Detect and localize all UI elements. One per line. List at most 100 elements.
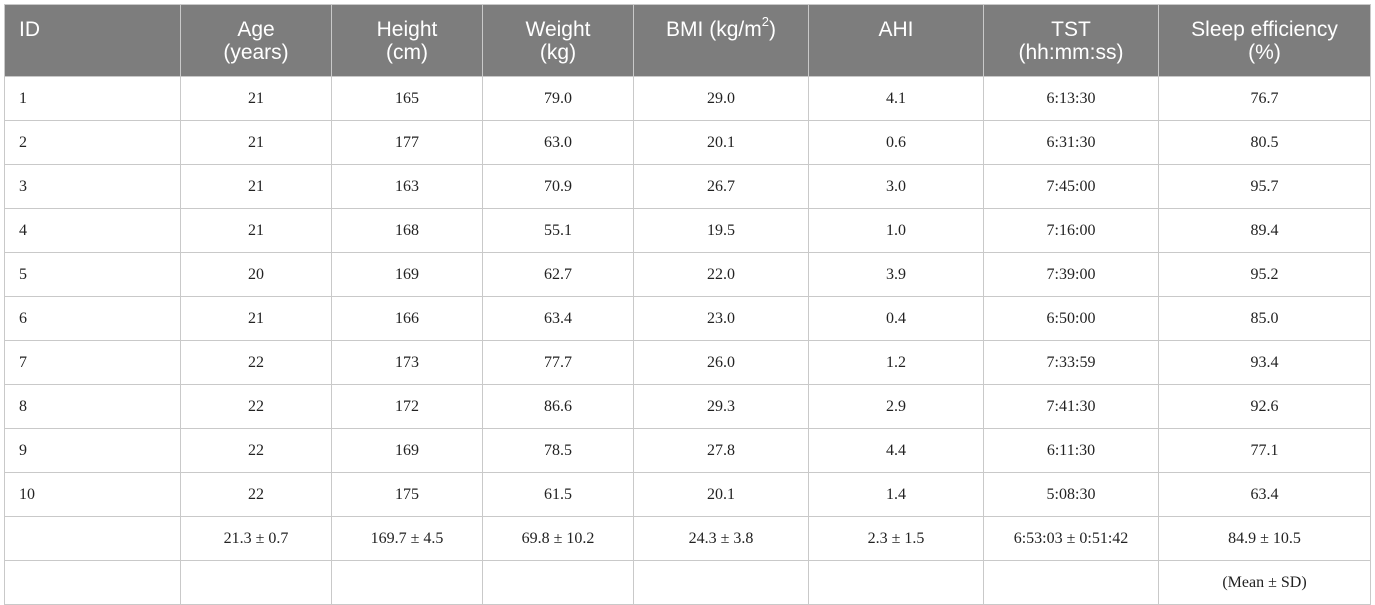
cell-ahi: 3.0: [808, 164, 984, 209]
cell-sleep-efficiency: (Mean ± SD): [1158, 560, 1371, 605]
header-sleep-efficiency: Sleep efficiency (%): [1158, 4, 1371, 77]
cell-id: 5: [4, 252, 181, 297]
header-bmi-close: ): [768, 18, 776, 41]
header-weight-unit: (kg): [539, 41, 577, 64]
table-row: 6 21 166 63.4 23.0 0.4 6:50:00 85.0: [4, 296, 1371, 341]
data-table: ID Age (years) Height (cm) Weight (kg) B…: [4, 4, 1371, 605]
header-height: Height (cm): [331, 4, 483, 77]
cell-weight: 79.0: [482, 76, 634, 121]
cell-height: 168: [331, 208, 483, 253]
cell-weight: 55.1: [482, 208, 634, 253]
cell-tst: 5:08:30: [983, 472, 1159, 517]
header-bmi: BMI (kg/m2): [633, 4, 809, 77]
cell-bmi: 22.0: [633, 252, 809, 297]
cell-tst: 6:11:30: [983, 428, 1159, 473]
cell-sleep-efficiency: 76.7: [1158, 76, 1371, 121]
cell-height: 166: [331, 296, 483, 341]
cell-bmi: [633, 560, 809, 605]
header-ahi: AHI: [808, 4, 984, 77]
cell-sleep-efficiency: 95.2: [1158, 252, 1371, 297]
cell-ahi: 0.6: [808, 120, 984, 165]
cell-tst: 6:31:30: [983, 120, 1159, 165]
table-row: 7 22 173 77.7 26.0 1.2 7:33:59 93.4: [4, 340, 1371, 385]
cell-bmi: 29.3: [633, 384, 809, 429]
cell-age: 21.3 ± 0.7: [180, 516, 332, 561]
cell-age: 22: [180, 428, 332, 473]
cell-bmi: 29.0: [633, 76, 809, 121]
table-body: 1 21 165 79.0 29.0 4.1 6:13:30 76.7 2 21 177 63.0 20…: [4, 76, 1371, 605]
table-row: 10 22 175 61.5 20.1 1.4 5:08:30 63.4: [4, 472, 1371, 517]
cell-height: 173: [331, 340, 483, 385]
cell-id: 4: [4, 208, 181, 253]
cell-bmi: 23.0: [633, 296, 809, 341]
cell-id: 7: [4, 340, 181, 385]
table-row: 1 21 165 79.0 29.0 4.1 6:13:30 76.7: [4, 76, 1371, 121]
table-row: 4 21 168 55.1 19.5 1.0 7:16:00 89.4: [4, 208, 1371, 253]
cell-tst: 7:45:00: [983, 164, 1159, 209]
cell-ahi: 0.4: [808, 296, 984, 341]
header-sleep-efficiency-unit: (%): [1248, 41, 1281, 64]
cell-height: [331, 560, 483, 605]
cell-age: 21: [180, 120, 332, 165]
cell-ahi: 3.9: [808, 252, 984, 297]
cell-sleep-efficiency: 92.6: [1158, 384, 1371, 429]
cell-sleep-efficiency: 80.5: [1158, 120, 1371, 165]
table-row: 2 21 177 63.0 20.1 0.6 6:31:30 80.5: [4, 120, 1371, 165]
cell-tst: 7:33:59: [983, 340, 1159, 385]
table-row: 3 21 163 70.9 26.7 3.0 7:45:00 95.7: [4, 164, 1371, 209]
cell-ahi: 4.1: [808, 76, 984, 121]
cell-tst: 7:41:30: [983, 384, 1159, 429]
cell-bmi: 20.1: [633, 120, 809, 165]
cell-weight: 86.6: [482, 384, 634, 429]
cell-tst: 6:13:30: [983, 76, 1159, 121]
cell-id: 9: [4, 428, 181, 473]
cell-age: [180, 560, 332, 605]
header-row: ID Age (years) Height (cm) Weight (kg) B…: [4, 4, 1371, 77]
table-row: 5 20 169 62.7 22.0 3.9 7:39:00 95.2: [4, 252, 1371, 297]
cell-weight: 78.5: [482, 428, 634, 473]
cell-id: 8: [4, 384, 181, 429]
header-age-unit: (years): [223, 41, 289, 64]
cell-tst: 7:39:00: [983, 252, 1159, 297]
cell-id: 2: [4, 120, 181, 165]
cell-id: 10: [4, 472, 181, 517]
header-id-label: ID: [19, 18, 40, 41]
cell-height: 169: [331, 428, 483, 473]
cell-age: 21: [180, 208, 332, 253]
cell-bmi: 27.8: [633, 428, 809, 473]
cell-height: 163: [331, 164, 483, 209]
cell-age: 20: [180, 252, 332, 297]
header-age: Age (years): [180, 4, 332, 77]
header-height-unit: (cm): [386, 41, 428, 64]
table-row: 9 22 169 78.5 27.8 4.4 6:11:30 77.1: [4, 428, 1371, 473]
cell-sleep-efficiency: 63.4: [1158, 472, 1371, 517]
cell-weight: 61.5: [482, 472, 634, 517]
cell-bmi: 26.0: [633, 340, 809, 385]
cell-id: [4, 560, 181, 605]
cell-bmi: 24.3 ± 3.8: [633, 516, 809, 561]
header-tst-label: TST: [1051, 18, 1091, 41]
cell-age: 22: [180, 384, 332, 429]
note-row: (Mean ± SD): [4, 560, 1371, 605]
cell-weight: [482, 560, 634, 605]
summary-row: 21.3 ± 0.7 169.7 ± 4.5 69.8 ± 10.2 24.3 ± 3…: [4, 516, 1371, 561]
cell-tst: 6:53:03 ± 0:51:42: [983, 516, 1159, 561]
cell-ahi: 1.2: [808, 340, 984, 385]
cell-age: 22: [180, 472, 332, 517]
header-weight: Weight (kg): [482, 4, 634, 77]
header-id: ID: [4, 4, 181, 77]
header-height-label: Height: [376, 18, 438, 41]
header-bmi-label: BMI (kg/m2): [634, 15, 808, 41]
header-ahi-label: AHI: [878, 18, 914, 41]
cell-sleep-efficiency: 93.4: [1158, 340, 1371, 385]
cell-age: 21: [180, 164, 332, 209]
cell-ahi: 2.3 ± 1.5: [808, 516, 984, 561]
cell-tst: [983, 560, 1159, 605]
cell-ahi: [808, 560, 984, 605]
cell-height: 175: [331, 472, 483, 517]
header-weight-label: Weight: [525, 18, 591, 41]
header-age-label: Age: [237, 18, 275, 41]
cell-id: [4, 516, 181, 561]
cell-id: 6: [4, 296, 181, 341]
cell-ahi: 1.4: [808, 472, 984, 517]
